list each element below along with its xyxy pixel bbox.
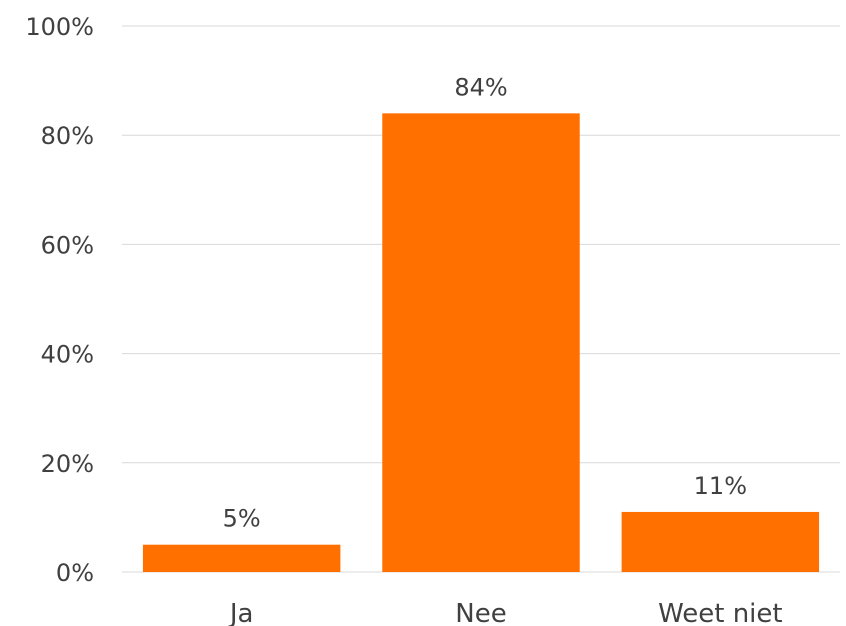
- y-tick-label: 40%: [41, 341, 94, 369]
- data-label: 84%: [454, 73, 507, 101]
- y-tick-label: 100%: [25, 13, 94, 41]
- y-tick-label: 0%: [56, 559, 94, 587]
- data-labels: 5% 84% 11%: [223, 73, 747, 532]
- y-tick-label: 80%: [41, 122, 94, 150]
- data-label: 11%: [694, 472, 747, 500]
- y-tick-label: 20%: [41, 450, 94, 478]
- bar-ja: [142, 544, 341, 572]
- x-category-label: Weet niet: [658, 599, 783, 626]
- y-axis-tick-labels: 0% 20% 40% 60% 80% 100%: [25, 13, 94, 587]
- bar-weet-niet: [621, 511, 820, 572]
- x-category-label: Ja: [228, 599, 254, 626]
- data-label: 5%: [223, 505, 261, 533]
- bar-nee: [382, 113, 580, 573]
- x-axis-category-labels: Ja Nee Weet niet: [228, 599, 783, 626]
- x-category-label: Nee: [455, 599, 506, 626]
- y-tick-label: 60%: [41, 231, 94, 259]
- bars: [142, 113, 820, 573]
